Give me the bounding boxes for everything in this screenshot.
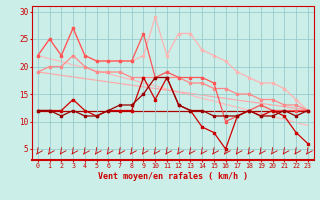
X-axis label: Vent moyen/en rafales ( km/h ): Vent moyen/en rafales ( km/h ) bbox=[98, 172, 248, 181]
